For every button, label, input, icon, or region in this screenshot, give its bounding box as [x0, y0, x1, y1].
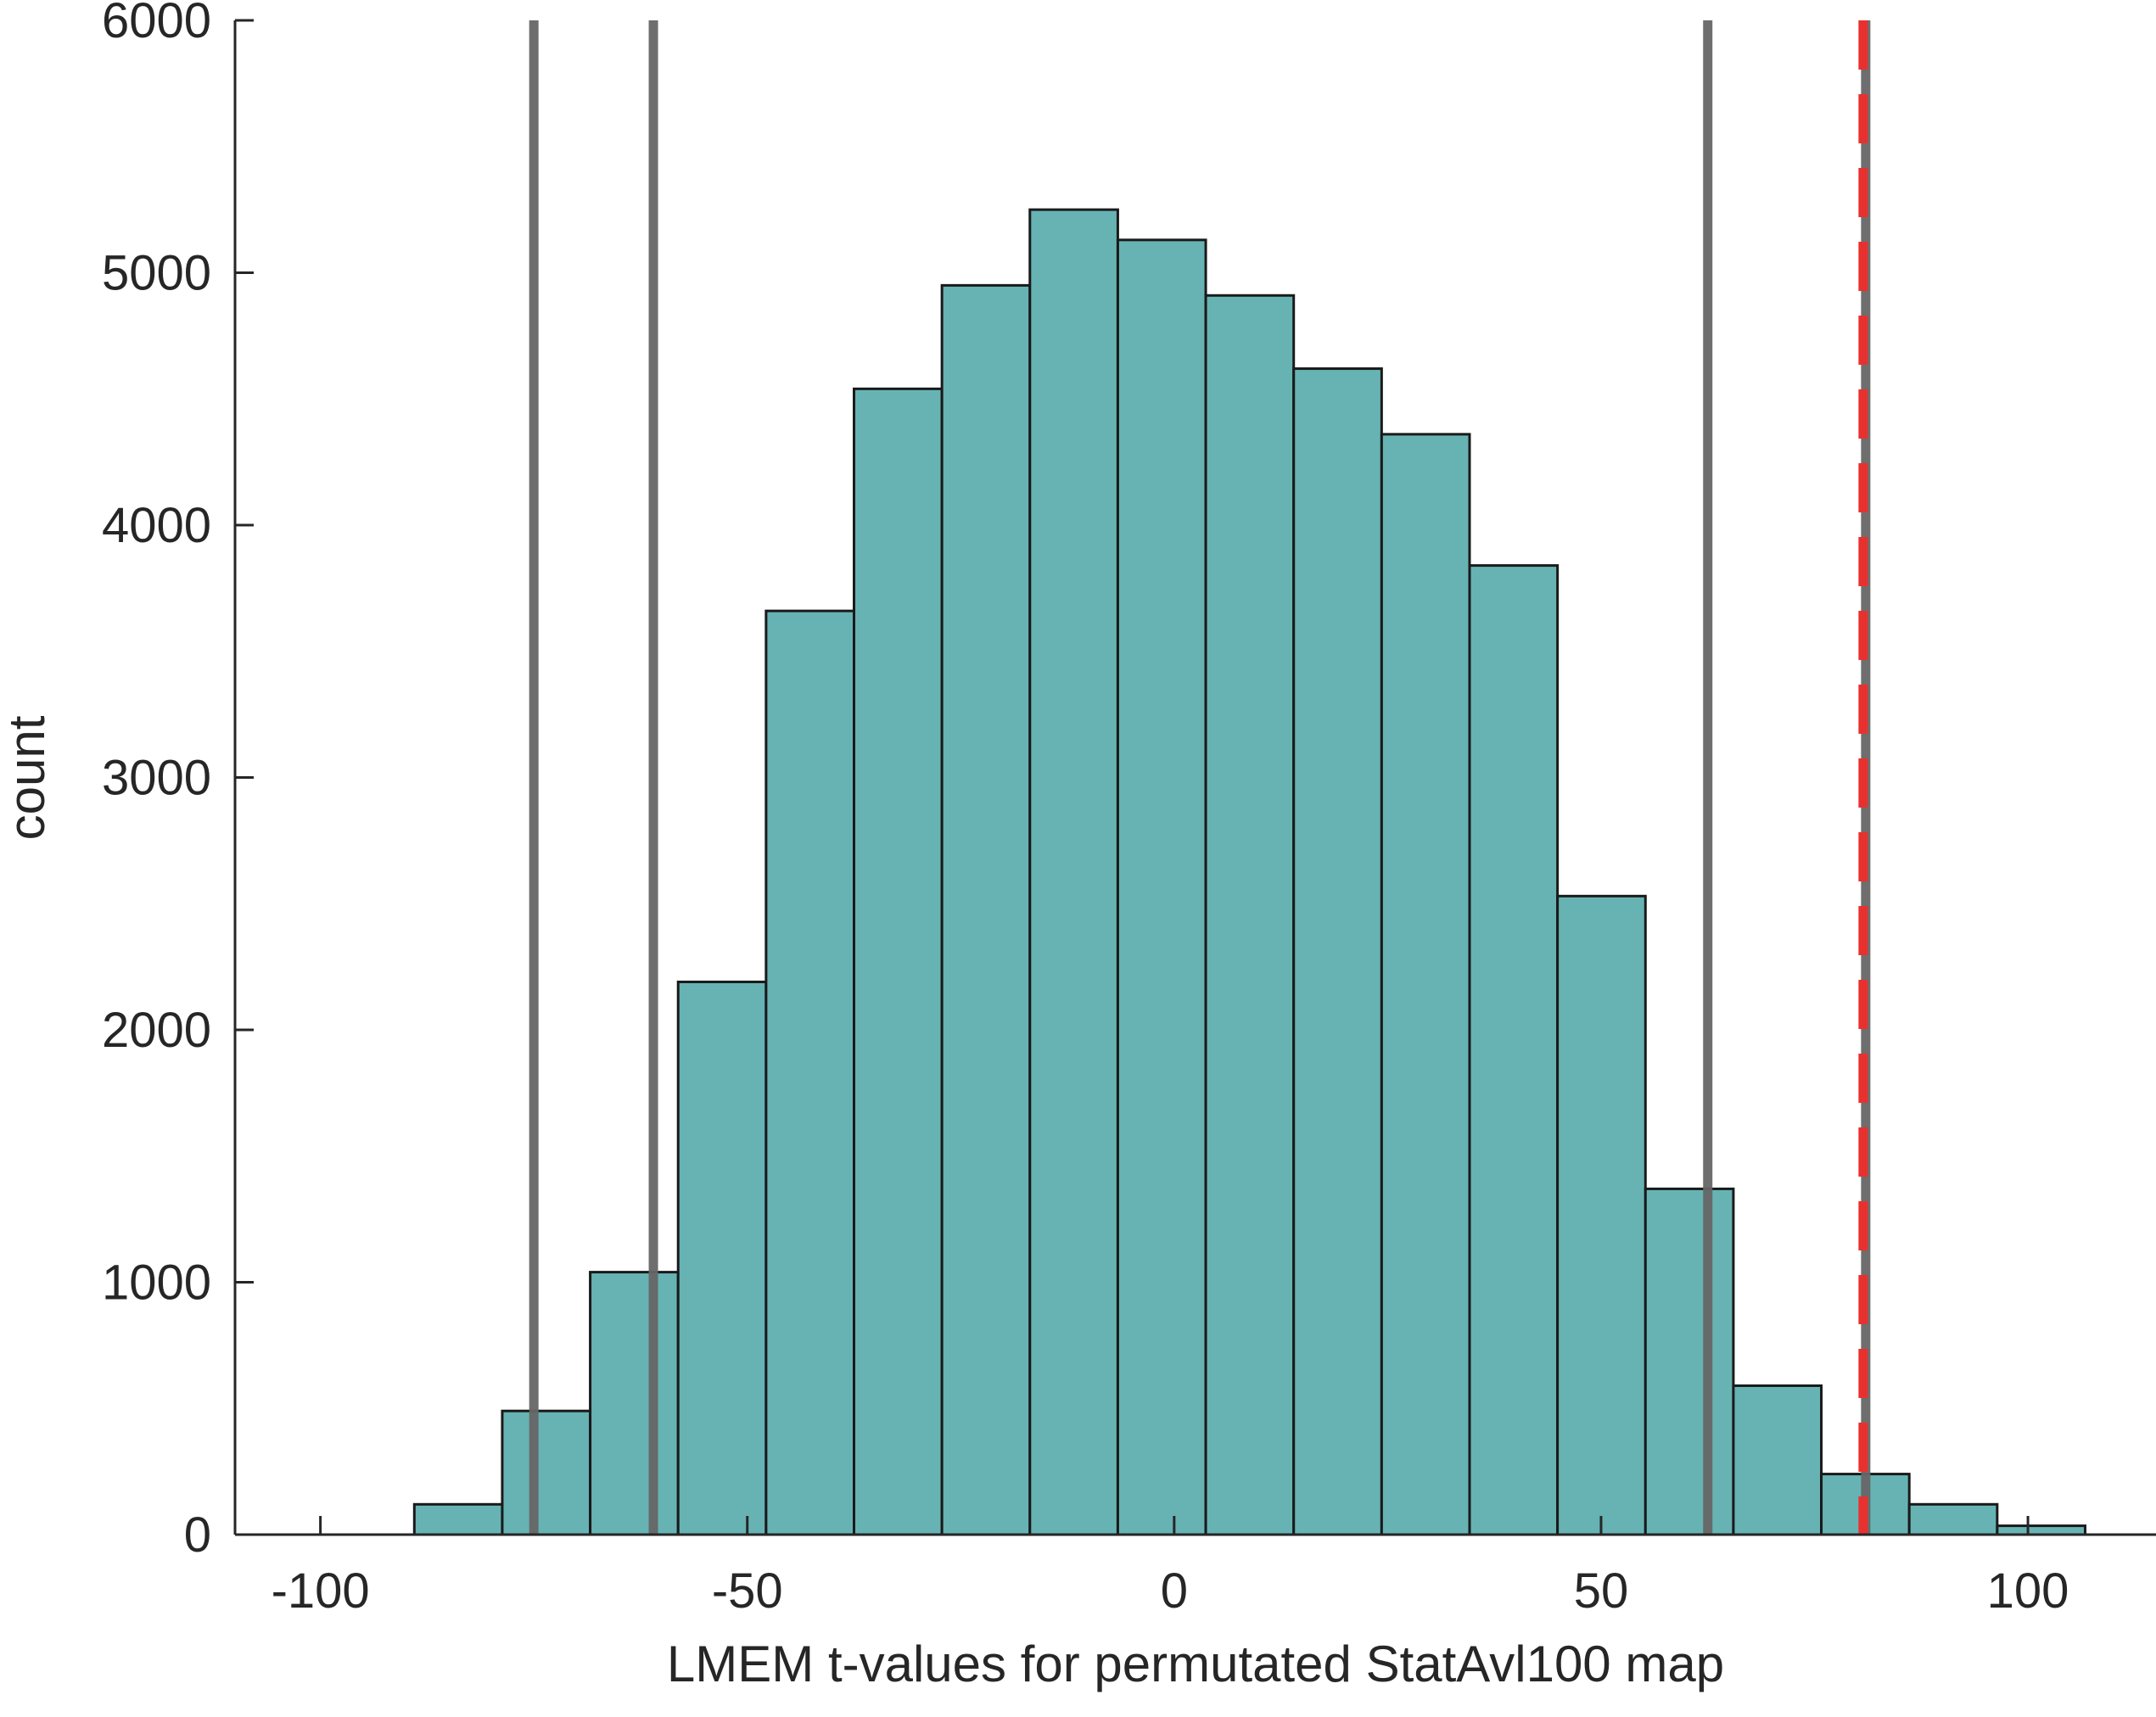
histogram-bar [501, 1409, 592, 1536]
y-tick-label: 1000 [102, 1256, 211, 1311]
histogram-bar [412, 1502, 504, 1536]
histogram-bar [1556, 894, 1647, 1536]
y-tick-label: 2000 [102, 1003, 211, 1058]
histogram-bar [1468, 564, 1560, 1536]
x-tick-label: 100 [1987, 1563, 2069, 1619]
x-axis-ticks: -100 -50 0 50 100 [272, 1516, 2069, 1619]
x-axis-label: LMEM t-values for permutated StatAvl100 … [667, 1636, 1724, 1692]
histogram-bar [1996, 1524, 2086, 1536]
histogram-bars [412, 208, 2086, 1536]
y-tick-label: 4000 [102, 498, 211, 553]
histogram-bar [940, 283, 1032, 1536]
histogram-bar [1116, 238, 1207, 1536]
histogram-bar [676, 980, 768, 1536]
reference-lines [529, 20, 1871, 1535]
histogram-bar [1644, 1187, 1735, 1536]
y-axis-label: count [0, 715, 55, 840]
y-tick-label: 5000 [102, 246, 211, 301]
histogram-bar [1732, 1384, 1823, 1536]
x-tick-label: 0 [1161, 1563, 1188, 1619]
histogram-bar [1292, 367, 1383, 1536]
x-tick-label: -50 [712, 1563, 783, 1619]
y-axis-ticks: 0 1000 2000 3000 4000 5000 6000 [102, 0, 254, 1563]
y-tick-label: 3000 [102, 751, 211, 806]
histogram-bar [1380, 433, 1471, 1536]
x-tick-label: 50 [1574, 1563, 1629, 1619]
histogram-bar [589, 1271, 680, 1536]
x-tick-label: -100 [272, 1563, 370, 1619]
histogram-bar [853, 387, 944, 1536]
histogram-bar [1907, 1502, 1999, 1536]
histogram-bar [1204, 294, 1296, 1536]
y-tick-label: 6000 [102, 0, 211, 48]
histogram-bar [764, 609, 856, 1536]
y-tick-label: 0 [184, 1507, 211, 1563]
histogram-bar [1028, 208, 1119, 1536]
